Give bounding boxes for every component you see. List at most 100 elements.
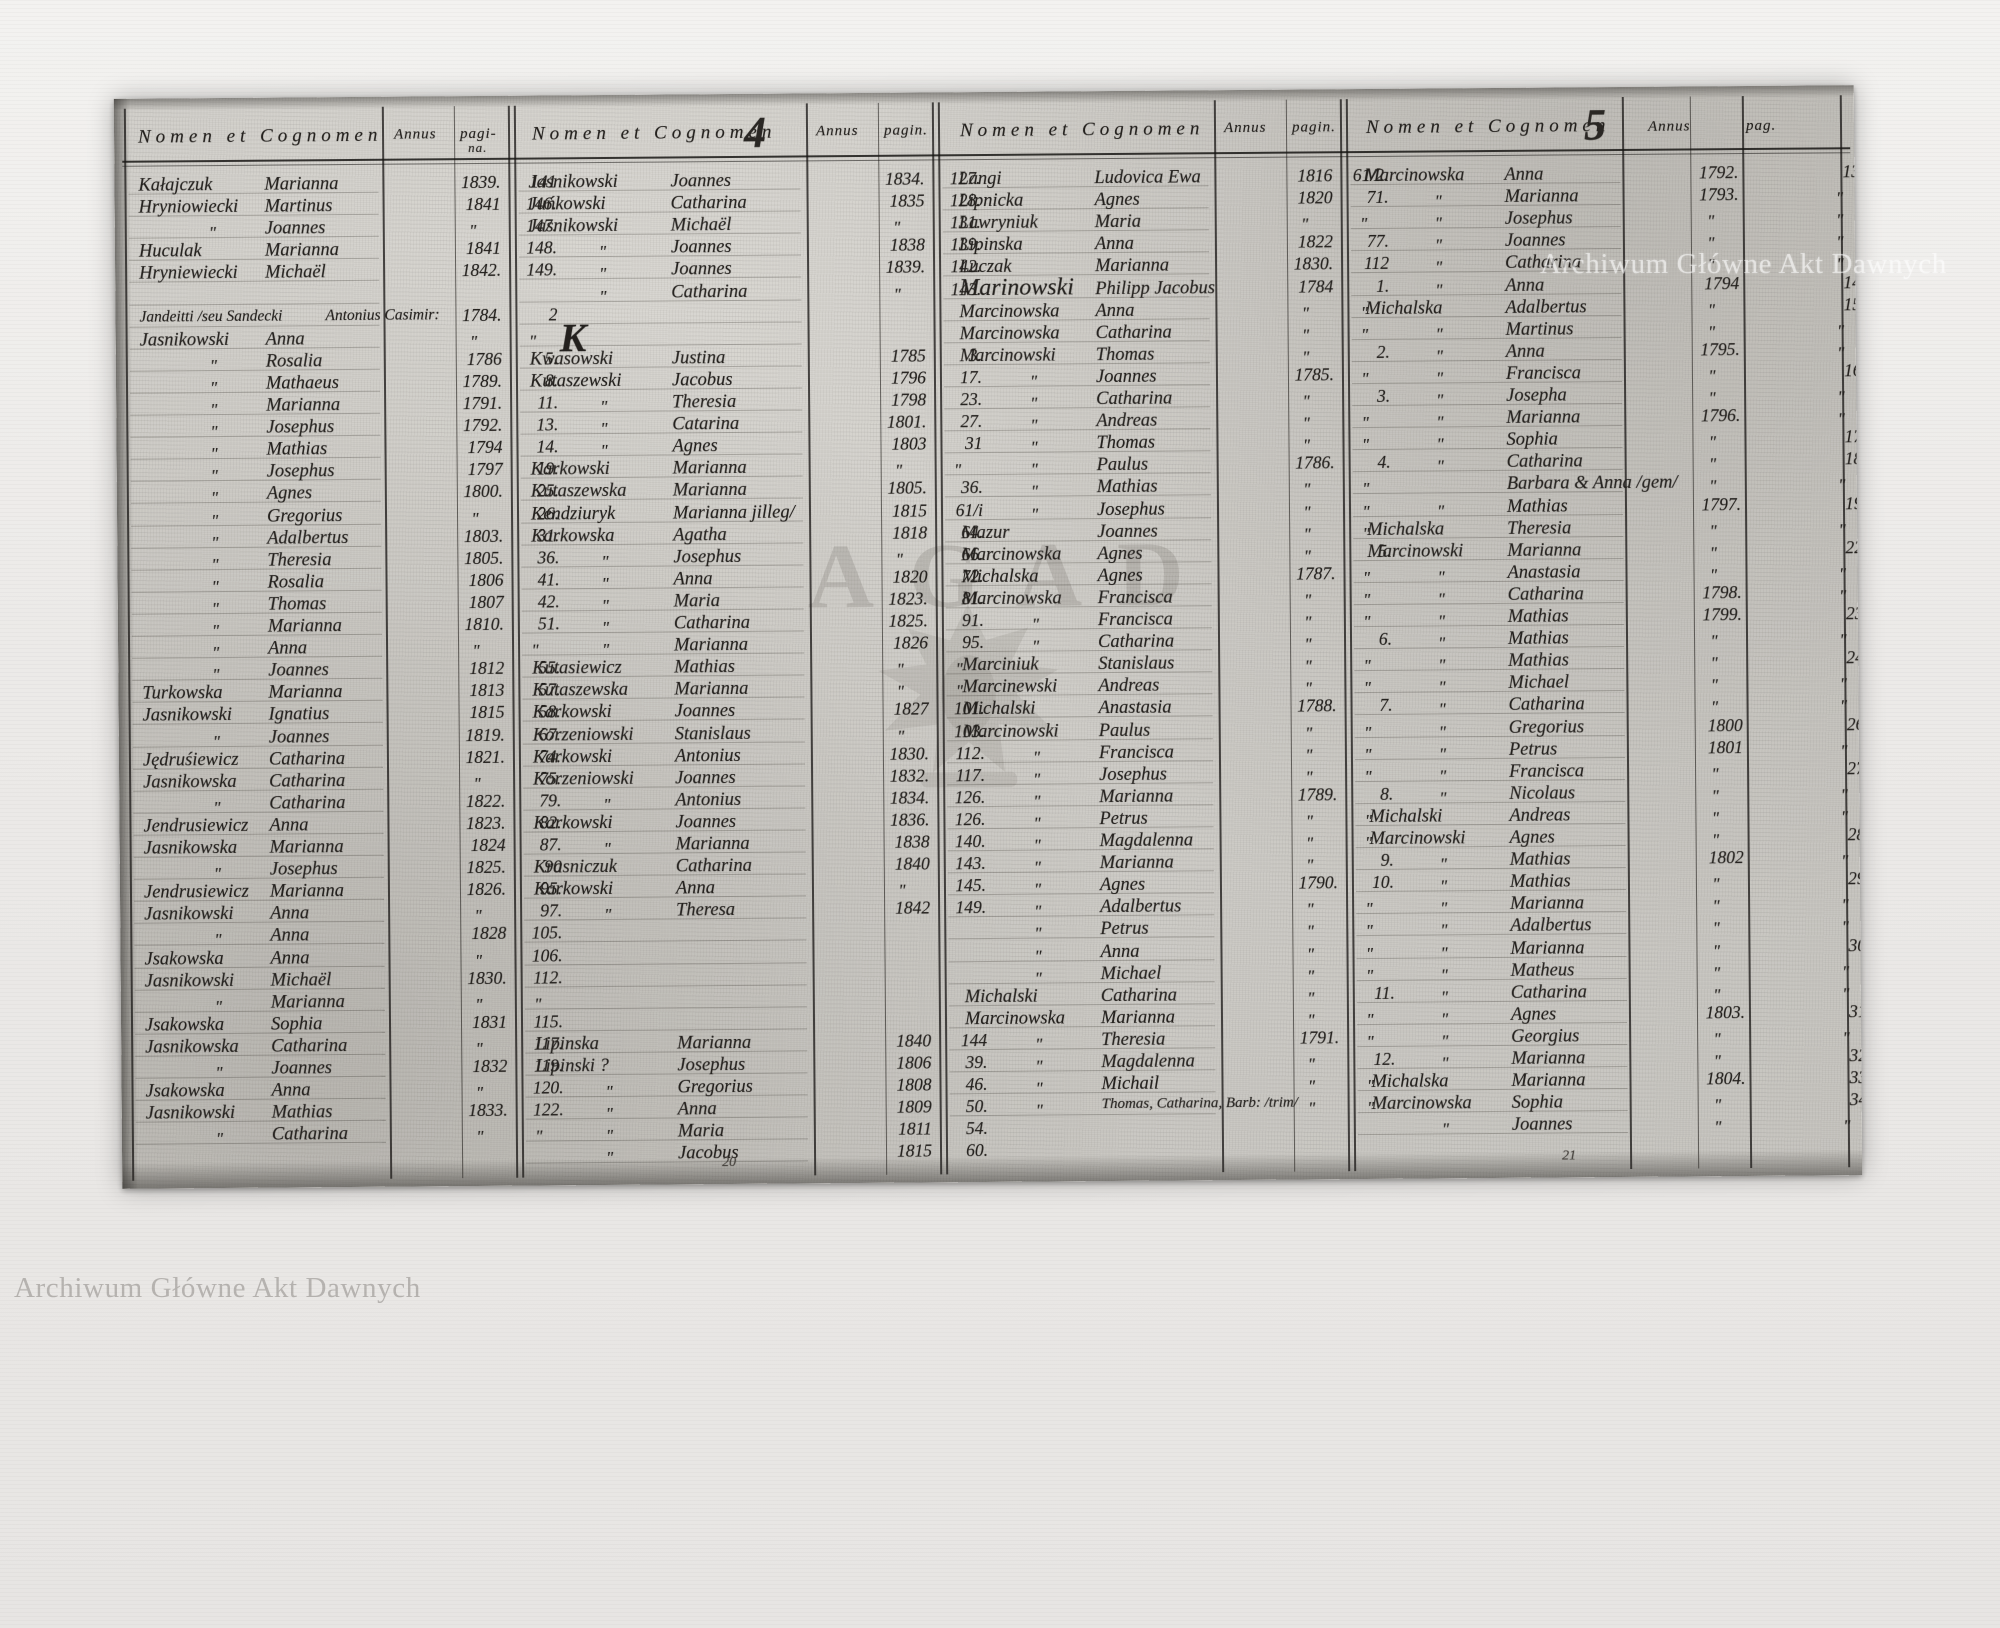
ditto-mark-annus: "	[1306, 855, 1314, 875]
entry-annus: 1823.	[465, 812, 506, 833]
entry-surname: Jendrusiewicz	[143, 815, 249, 837]
ditto-mark-surname: "	[600, 419, 608, 439]
entry-pagina: 112.	[533, 966, 563, 988]
entry-surname: Jsakowska	[145, 1081, 225, 1102]
ditto-mark-annus: "	[1303, 479, 1311, 499]
ditto-mark-annus: "	[1305, 767, 1313, 787]
entry-annus: 1823.	[888, 588, 928, 609]
ditto-mark-surname: "	[601, 573, 609, 593]
ditto-mark-surname: "	[1440, 1009, 1449, 1029]
entry-given-name: Catharina	[1507, 584, 1584, 605]
entry-given-name: Marianna	[270, 991, 345, 1013]
ditto-mark-surname: "	[1035, 1078, 1043, 1098]
entry-given-name: Theresia	[267, 549, 332, 571]
entry-pagina: 144	[960, 1029, 988, 1051]
entry-surname: Marciniuk	[962, 654, 1039, 676]
ditto-mark-surname: "	[1437, 567, 1445, 587]
entry-annus: 1801.	[886, 411, 927, 432]
entry-pagina: 7.	[1379, 695, 1393, 716]
ditto-mark-annus: "	[1305, 833, 1314, 853]
entry-pagina: 17.	[1844, 426, 1863, 447]
entry-surname: Lipinski ?	[535, 1055, 609, 1077]
entry-given-name: Thomas	[1096, 432, 1156, 454]
entry-given-name: Catharina	[1097, 631, 1175, 653]
entry-surname: Jasnikowska	[143, 771, 237, 793]
entry-given-name: Jacobus	[671, 369, 733, 391]
entry-annus: 1825.	[466, 856, 506, 878]
ditto-mark-surname: "	[1031, 636, 1040, 656]
entry-surname: Karkowski	[533, 812, 613, 834]
entry-given-name: Mathias	[674, 657, 735, 678]
col4-header-annus: Annus	[1647, 118, 1691, 135]
entry-given-name: Petrus	[1100, 919, 1149, 940]
entry-annus: 1792.	[462, 414, 503, 436]
entry-annus: 1838	[894, 831, 930, 852]
ditto-mark-surname: "	[1438, 655, 1446, 675]
entry-given-name: Joannes	[271, 1058, 333, 1079]
entry-given-name: Mathias	[1506, 495, 1568, 517]
entry-given-name: Joannes	[268, 726, 330, 748]
ditto-mark-pagina: "	[1841, 895, 1849, 915]
ditto-mark-pagina: "	[1365, 943, 1374, 963]
entry-annus: 1794	[1704, 272, 1740, 293]
entry-given-name: Anna	[271, 1080, 311, 1101]
ditto-mark-annus: "	[1711, 786, 1719, 806]
ditto-mark-pagina: "	[1835, 188, 1844, 208]
ditto-mark-surname: "	[1033, 879, 1042, 899]
entry-annus: 1834.	[884, 168, 925, 189]
ditto-mark-surname: "	[1435, 279, 1443, 299]
ditto-mark-surname: "	[1035, 1034, 1043, 1054]
entry-given-name: Catharina	[1510, 981, 1587, 1003]
ditto-mark-annus: "	[1707, 299, 1716, 319]
ditto-mark-pagina: "	[1366, 1009, 1374, 1029]
entry-given-name: Josephus	[1096, 499, 1165, 520]
entry-given-name: Marianna	[264, 240, 340, 261]
ditto-mark-surname: "	[1439, 876, 1448, 896]
entry-pagina: 126.	[954, 808, 986, 830]
entry-given-name: Marianna	[1504, 186, 1579, 208]
entry-given-name: Marianna	[675, 833, 750, 855]
entry-given-name: Joannes	[674, 701, 736, 722]
ditto-mark-surname: "	[210, 444, 218, 464]
entry-surname: Marcinowski	[962, 720, 1059, 742]
entry-annus: 1798.	[1702, 581, 1742, 603]
folio-number-right: 5	[1583, 100, 1607, 150]
entry-surname: Marcinowski	[959, 345, 1056, 367]
ditto-mark-surname: "	[1441, 1119, 1450, 1139]
entry-given-name: Sophia	[1511, 1092, 1564, 1114]
ditto-mark-surname: "	[1438, 721, 1446, 741]
entry-annus: 1784.	[461, 304, 502, 325]
entry-annus: 1830.	[1293, 253, 1334, 274]
entry-given-name: Marianna	[1099, 852, 1174, 874]
entry-given-name: Francisca	[1097, 587, 1173, 609]
entry-surname: Korzeniowski	[533, 768, 634, 790]
entry-given-name: Antonius	[675, 789, 742, 811]
entry-given-name: Catharina	[271, 1124, 349, 1145]
entry-pagina: 149.	[955, 897, 987, 918]
ditto-mark-pagina: "	[1363, 678, 1372, 698]
ditto-mark-surname: "	[1435, 324, 1443, 344]
ditto-mark-pagina: "	[1364, 744, 1372, 764]
ditto-mark-annus: "	[1301, 214, 1309, 234]
ditto-mark-surname: "	[1440, 942, 1448, 962]
entry-given-name: Anna	[267, 638, 308, 659]
entry-annus: 1793.	[1699, 184, 1739, 205]
ditto-mark-surname: "	[1440, 987, 1449, 1007]
ditto-mark-surname: "	[605, 1104, 613, 1124]
entry-given-name: Martinus	[264, 196, 333, 217]
entry-annus: 1813	[469, 680, 505, 701]
entry-given-name: Catharina	[1505, 252, 1582, 274]
ditto-mark-annus: "	[1712, 874, 1720, 894]
entry-given-name: Catharina	[1096, 388, 1173, 410]
entry-pagina: 3.	[1376, 385, 1391, 406]
ditto-mark-pagina: "	[1839, 674, 1848, 694]
entry-given-name: Michail	[1101, 1073, 1160, 1095]
ditto-mark-pagina: "	[1836, 232, 1844, 252]
entry-surname: Marinowski	[959, 273, 1075, 301]
entry-surname: Lawryniuk	[958, 212, 1038, 234]
ditto-mark-surname: "	[213, 797, 221, 817]
ditto-mark-surname: "	[1031, 614, 1040, 634]
entry-pagina: 14.	[536, 436, 559, 457]
entry-surname: Hryniowiecki	[138, 196, 239, 218]
